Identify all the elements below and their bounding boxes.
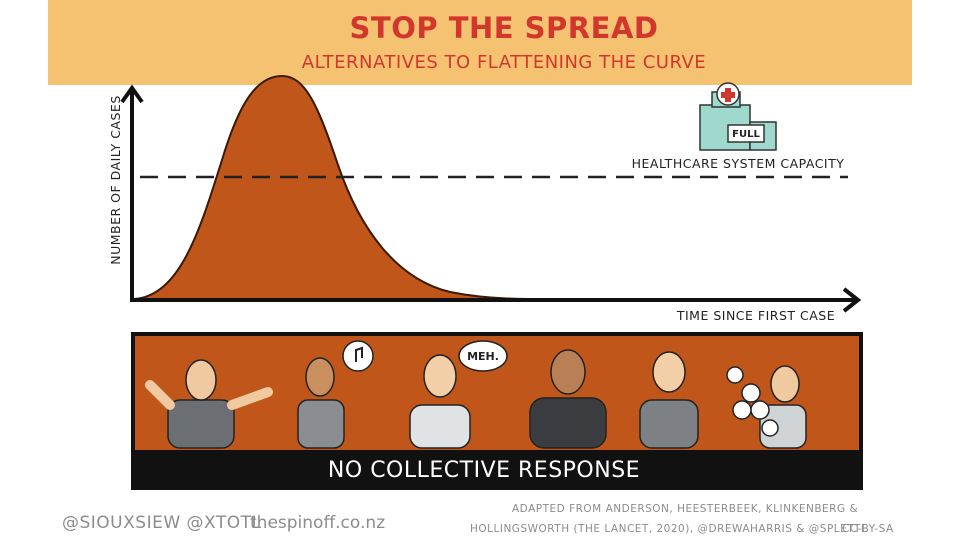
caption-strip bbox=[133, 450, 861, 488]
y-axis-label: NUMBER OF DAILY CASES bbox=[108, 95, 123, 265]
subtitle: ALTERNATIVES TO FLATTENING THE CURVE bbox=[302, 52, 706, 73]
panel-caption: NO COLLECTIVE RESPONSE bbox=[328, 458, 640, 483]
footer-website: thespinoff.co.nz bbox=[250, 513, 385, 533]
epidemic-curve bbox=[133, 74, 531, 300]
footer-license: CC-BY-SA bbox=[842, 523, 894, 535]
x-axis-label: TIME SINCE FIRST CASE bbox=[676, 308, 835, 323]
hospital-sign: FULL bbox=[732, 129, 760, 140]
capacity-label: HEALTHCARE SYSTEM CAPACITY bbox=[632, 156, 845, 171]
y-axis-arrow bbox=[120, 84, 144, 104]
footer-credit-line: ADAPTED FROM ANDERSON, HEESTERBEEK, KLIN… bbox=[512, 503, 858, 515]
title: STOP THE SPREAD bbox=[350, 11, 659, 45]
people-illustration: MEH. bbox=[145, 340, 807, 449]
footer-handles: @SIOUXSIEW @XTOTL bbox=[62, 513, 262, 533]
x-axis-arrow bbox=[842, 287, 862, 313]
hospital-icon: FULL bbox=[699, 82, 777, 151]
speech-bubble: MEH. bbox=[467, 350, 499, 363]
header-banner bbox=[48, 0, 912, 85]
footer-credit-line: HOLLINGSWORTH (THE LANCET, 2020), @DREWA… bbox=[470, 523, 868, 535]
